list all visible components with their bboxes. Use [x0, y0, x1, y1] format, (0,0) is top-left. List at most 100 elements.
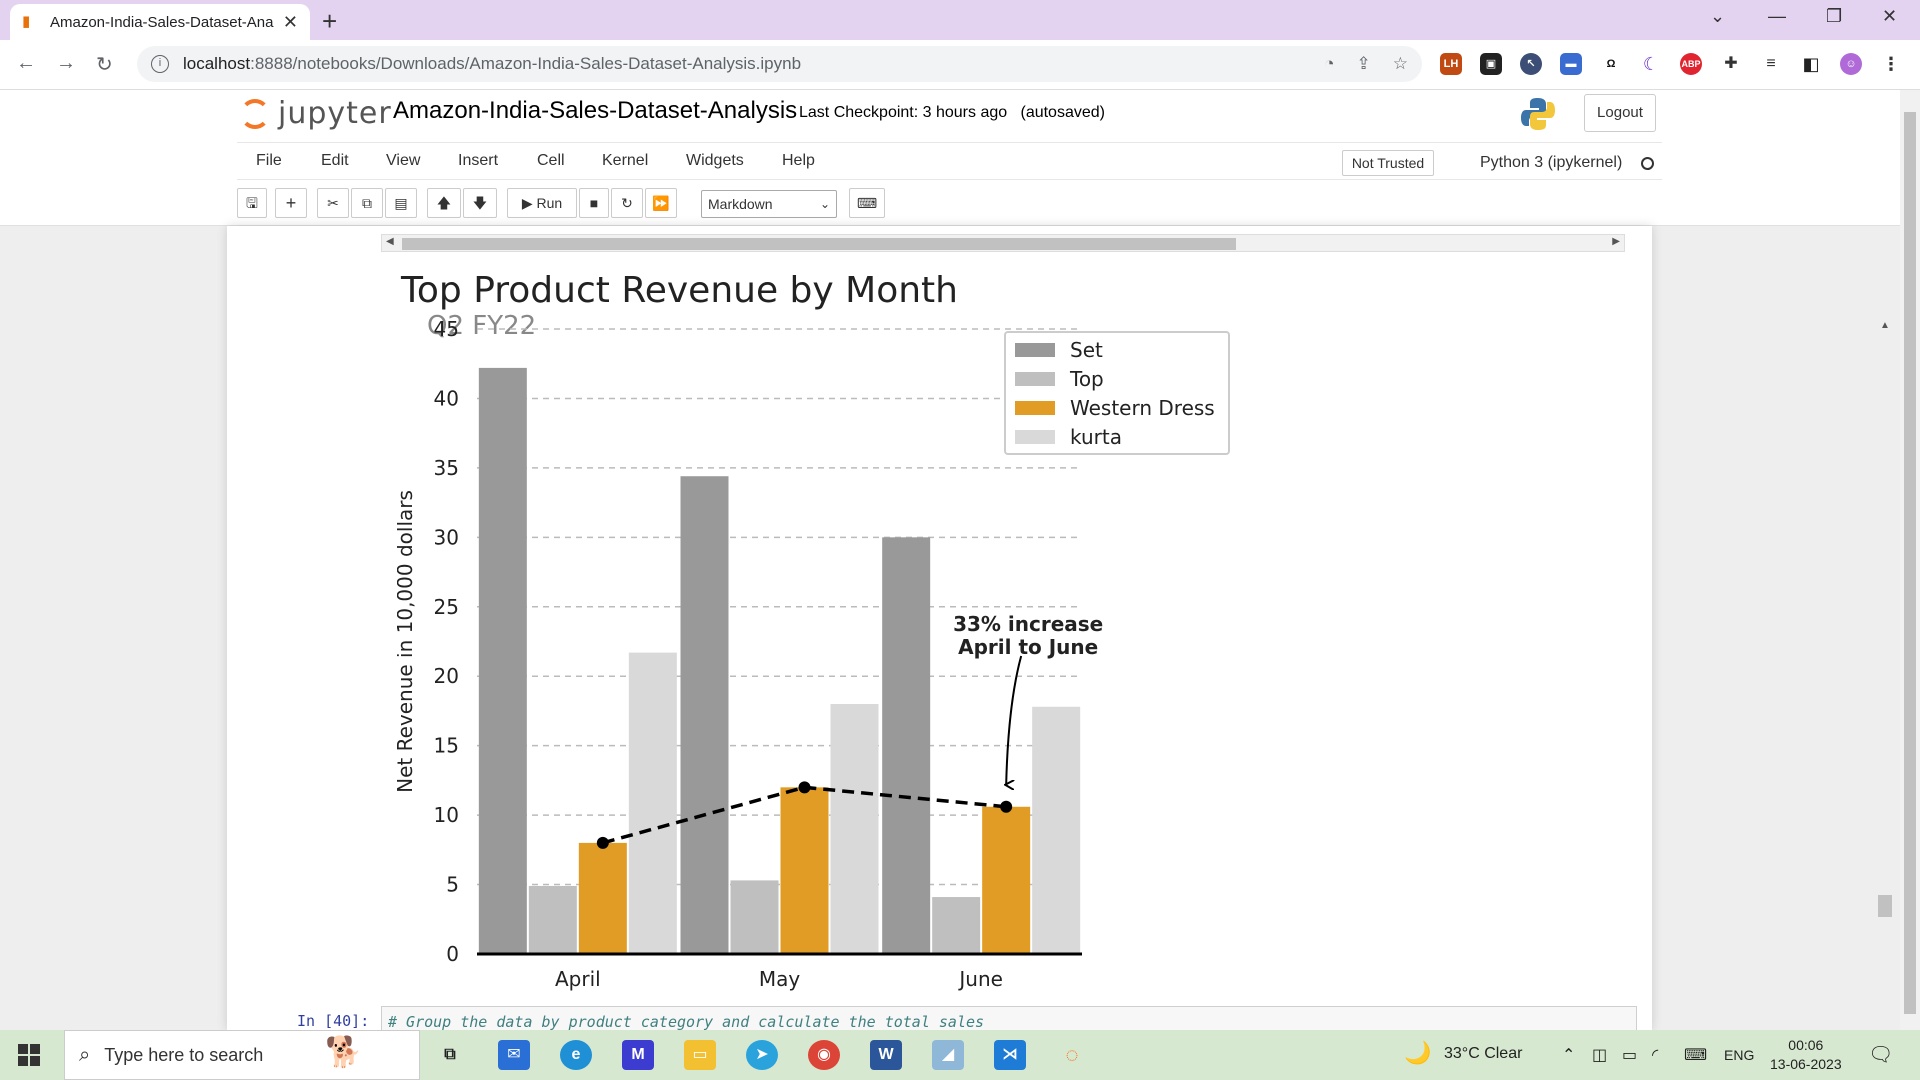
menu-insert[interactable]: Insert [458, 152, 499, 169]
insert-cell-icon[interactable]: + [275, 188, 307, 218]
notebook-name[interactable]: Amazon-India-Sales-Dataset-Analysis [393, 97, 798, 124]
back-icon[interactable]: ← [16, 52, 36, 74]
move-down-icon[interactable]: 🡇 [463, 188, 497, 218]
bar-top [730, 880, 779, 954]
new-tab-icon[interactable]: + [322, 6, 338, 36]
site-info-icon[interactable]: i [151, 55, 169, 73]
weather-text[interactable]: 33°C Clear [1444, 1045, 1523, 1062]
scroll-right-icon[interactable]: ▶ [1612, 236, 1620, 247]
keyboard-icon[interactable]: ⌨ [1684, 1047, 1708, 1064]
page-scrollbar-thumb[interactable] [1904, 112, 1916, 1014]
restart-icon[interactable]: ↻ [611, 188, 643, 218]
cell-type-select[interactable]: Markdown ⌄ [701, 190, 837, 218]
not-trusted-button[interactable]: Not Trusted [1342, 150, 1434, 176]
paste-icon[interactable]: ▤ [385, 188, 417, 218]
run-button[interactable]: ▶ Run [507, 188, 577, 218]
scrollbar-thumb[interactable] [402, 238, 1236, 250]
restore-icon[interactable]: ❐ [1826, 6, 1843, 26]
menu-view[interactable]: View [386, 152, 421, 169]
tab-search-chevron-icon[interactable]: ⌄ [1710, 6, 1726, 26]
code-editor[interactable]: # Group the data by product category and… [381, 1006, 1637, 1030]
extension-screen-icon[interactable]: ▬ [1560, 53, 1582, 75]
address-bar[interactable]: i localhost:8888/notebooks/Downloads/Ama… [137, 46, 1422, 82]
share-icon[interactable]: ⇪ [1356, 54, 1371, 73]
url-text[interactable]: localhost:8888/notebooks/Downloads/Amazo… [183, 54, 802, 73]
close-tab-icon[interactable]: ✕ [282, 11, 298, 32]
menu-cell[interactable]: Cell [537, 152, 565, 169]
kernel-name[interactable]: Python 3 (ipykernel) [1480, 154, 1623, 171]
bar-western-dress [982, 806, 1031, 954]
annotation-text: April to June [958, 635, 1098, 659]
command-palette-icon[interactable]: ⌨ [849, 188, 885, 218]
x-axis-ticks: April May June [555, 967, 1003, 991]
mail-app-icon[interactable]: ✉ [498, 1040, 530, 1070]
chrome-icon[interactable]: ◉ [808, 1040, 840, 1070]
inner-scrollbar-thumb[interactable] [1878, 895, 1892, 917]
minimize-icon[interactable]: — [1768, 6, 1786, 26]
battery-icon[interactable]: ▭ [1622, 1047, 1638, 1064]
chart-title: Top Product Revenue by Month [400, 270, 958, 311]
show-hidden-icons-icon[interactable]: ⌃ [1562, 1047, 1576, 1064]
menu-file[interactable]: File [256, 152, 282, 169]
menu-help[interactable]: Help [782, 152, 815, 169]
next-code-cell[interactable]: In [40]: # Group the data by product cat… [297, 1006, 1657, 1030]
extensions-puzzle-icon[interactable]: ✚ [1720, 53, 1742, 75]
edge-browser-icon[interactable]: e [560, 1040, 592, 1070]
browser-menu-icon[interactable]: ⋮ [1880, 53, 1902, 75]
copy-icon[interactable]: ⧉ [351, 188, 383, 218]
extension-omega-icon[interactable]: Ω [1600, 53, 1622, 75]
notifications-icon[interactable]: 🗨 [1868, 1044, 1894, 1066]
media-queue-icon[interactable]: ≡ [1760, 53, 1782, 75]
language-indicator[interactable]: ENG [1724, 1047, 1755, 1063]
task-view-icon[interactable]: ⧉ [444, 1046, 456, 1063]
side-panel-icon[interactable]: ◧ [1800, 53, 1822, 75]
jupyter-page: jupyter Amazon-India-Sales-Dataset-Analy… [0, 90, 1900, 1030]
telegram-icon[interactable]: ➤ [746, 1040, 778, 1070]
extension-lh-icon[interactable]: LH [1440, 53, 1462, 75]
system-clock[interactable]: 00:06 13-06-2023 [1770, 1036, 1842, 1074]
jupyter-taskbar-icon[interactable]: ◌ [1065, 1042, 1079, 1067]
jupyter-header: jupyter Amazon-India-Sales-Dataset-Analy… [0, 90, 1900, 226]
powerapps-icon[interactable]: M [622, 1040, 654, 1070]
file-explorer-icon[interactable]: ▭ [684, 1040, 716, 1070]
save-icon[interactable]: 🖫 [237, 188, 267, 218]
page-vertical-scrollbar[interactable] [1900, 90, 1920, 1030]
scroll-left-icon[interactable]: ◀ [386, 236, 394, 247]
notebook-inner-scrollbar[interactable]: ▲ ▼ [1876, 320, 1892, 1030]
menu-kernel[interactable]: Kernel [602, 152, 649, 169]
cut-icon[interactable]: ✂ [317, 188, 349, 218]
checkpoint-status: Last Checkpoint: 3 hours ago (autosaved) [799, 104, 1105, 121]
extension-moon-icon[interactable]: ☾ [1640, 53, 1662, 75]
forward-icon[interactable]: → [56, 52, 76, 74]
extension-cursor-icon[interactable]: ↖ [1520, 53, 1542, 75]
restart-run-all-icon[interactable]: ⏩ [645, 188, 677, 218]
extension-tabs-icon[interactable]: ▣ [1480, 53, 1502, 75]
interrupt-icon[interactable]: ■ [579, 188, 609, 218]
x-tick-label: June [957, 967, 1003, 991]
move-up-icon[interactable]: 🡅 [427, 188, 461, 218]
logout-button[interactable]: Logout [1584, 94, 1656, 132]
y-axis-ticks: 0 5 10 15 20 25 30 35 40 45 [434, 317, 459, 966]
window-close-icon[interactable]: ✕ [1882, 6, 1898, 26]
meet-now-icon[interactable]: ◫ [1592, 1047, 1608, 1064]
notes-app-icon[interactable]: ◢ [932, 1040, 964, 1070]
windows-start-icon[interactable] [18, 1044, 40, 1066]
wifi-icon[interactable]: ◜ [1652, 1047, 1659, 1064]
taskbar-search-box[interactable]: ⌕ Type here to search 🐕 [64, 1030, 420, 1080]
y-tick-label: 45 [434, 317, 459, 341]
jupyter-logo[interactable]: jupyter [240, 96, 392, 131]
menu-edit[interactable]: Edit [321, 152, 349, 169]
bookmark-star-icon[interactable]: ☆ [1392, 54, 1408, 73]
code-comment: # Group the data by product category and… [388, 1013, 985, 1030]
reload-icon[interactable]: ↻ [96, 54, 113, 76]
word-icon[interactable]: W [870, 1040, 902, 1070]
browser-tab-active[interactable]: ▮ Amazon-India-Sales-Dataset-Ana ✕ [10, 4, 310, 40]
extension-adblock-icon[interactable]: ABP [1680, 53, 1702, 75]
performance-icon[interactable]: ◔ [1324, 54, 1335, 73]
profile-avatar[interactable]: ☺ [1840, 53, 1862, 75]
output-horizontal-scrollbar[interactable]: ◀ ▶ [381, 234, 1625, 252]
scroll-up-icon[interactable]: ▲ [1880, 320, 1890, 331]
menu-widgets[interactable]: Widgets [686, 152, 744, 169]
vscode-icon[interactable]: ⋊ [994, 1040, 1026, 1070]
